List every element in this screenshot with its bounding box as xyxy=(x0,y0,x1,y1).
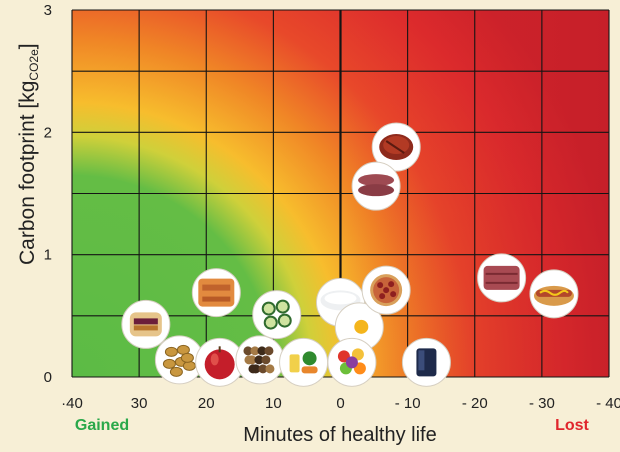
vegetable-medley-point xyxy=(279,337,329,387)
processed-meat-point xyxy=(477,253,527,303)
peanuts-point xyxy=(154,335,204,385)
x-tick-label: 20 xyxy=(198,395,215,412)
mixed-nuts-point xyxy=(235,335,285,385)
x-tick-label: - 40 xyxy=(596,395,620,412)
x-tick-label: 0 xyxy=(336,395,344,412)
x-tick-label: - 10 xyxy=(395,395,421,412)
grilled-steak-point xyxy=(371,122,421,172)
y-tick-label: 0 xyxy=(44,369,52,386)
food-points xyxy=(121,122,579,387)
x-tick-label: - 30 xyxy=(529,395,555,412)
y-axis-title-close: ] xyxy=(16,43,39,49)
soda-point xyxy=(401,337,451,387)
y-tick-label: 1 xyxy=(44,247,52,264)
x-tick-label: 10 xyxy=(265,395,282,412)
fruit-salad-point xyxy=(327,337,377,387)
y-axis-title: Carbon footprint [kgCO2e] xyxy=(16,43,41,265)
x-axis-title: Minutes of healthy life xyxy=(243,424,436,446)
raw-beef-slices-point xyxy=(351,161,401,211)
y-axis-title-sub: CO2e xyxy=(27,49,41,81)
x-tick-label: - 20 xyxy=(462,395,488,412)
y-axis-title-main: Carbon footprint [kg xyxy=(16,81,39,265)
lost-label: Lost xyxy=(555,417,589,434)
x-tick-label: 30 xyxy=(131,395,148,412)
apple-point xyxy=(195,337,245,387)
x-tick-label: ·40 xyxy=(61,395,83,412)
baked-salmon-point xyxy=(191,268,241,318)
peanut-butter-jelly-sandwich-point xyxy=(121,299,171,349)
pepperoni-pizza-point xyxy=(361,265,411,315)
cucumber-slices-point xyxy=(252,290,302,340)
gained-label: Gained xyxy=(75,417,129,434)
y-tick-label: 3 xyxy=(44,2,52,19)
y-tick-label: 2 xyxy=(44,124,52,141)
hot-dog-point xyxy=(529,269,579,319)
tick-labels: ·40 30 20 10 0 - 10 - 20 - 30 - 40 0 1 2 3 xyxy=(44,2,620,412)
